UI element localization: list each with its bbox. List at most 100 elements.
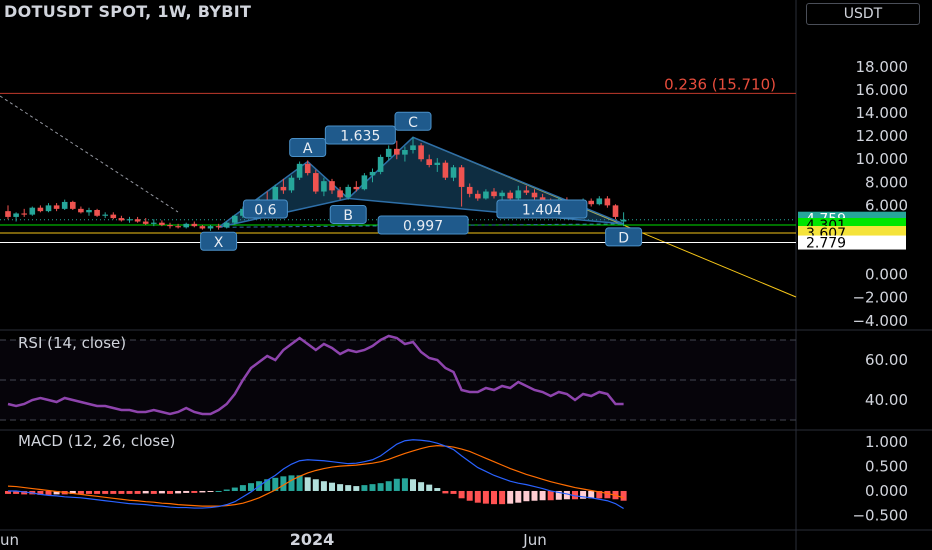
candle-body: [118, 218, 125, 221]
candle: [304, 160, 311, 176]
candle-body: [232, 215, 238, 223]
macd-histogram-bar: [377, 483, 384, 491]
rsi-band-fill: [0, 340, 796, 420]
pattern-xd-line: [218, 223, 624, 228]
ratio-label-xd-box: [377, 215, 469, 235]
candle-body: [604, 198, 611, 206]
candle-body: [321, 181, 327, 192]
candle-body: [13, 213, 19, 217]
time-axis-tick: 2024: [290, 530, 335, 549]
candle-body: [53, 205, 60, 209]
ratio-label-xb-box: [242, 199, 288, 219]
macd-axis-tick: 1.000: [865, 433, 908, 451]
candle-body: [507, 192, 513, 199]
macd-axis-tick: 0.000: [865, 482, 908, 500]
candle: [70, 200, 76, 210]
pattern-point-c: C: [408, 115, 418, 131]
candle: [475, 190, 481, 201]
candle-body: [151, 222, 157, 224]
candle: [466, 183, 473, 198]
candle-body: [491, 191, 497, 197]
candle: [199, 225, 206, 230]
macd-histogram-bar: [215, 490, 222, 492]
macd-histogram-bar: [531, 490, 538, 501]
price-axis-tick: 18.000: [856, 58, 909, 76]
candle-body: [61, 201, 68, 209]
candle-body: [313, 173, 319, 192]
macd-histogram-bar: [312, 479, 319, 491]
macd-axis-tick: 0.500: [865, 458, 908, 476]
candle-body: [288, 177, 295, 191]
macd-histogram-bar: [272, 477, 279, 491]
candle-body: [612, 205, 619, 217]
candle-body: [377, 156, 384, 172]
macd-histogram-bar: [572, 490, 578, 500]
candle-body: [70, 201, 76, 209]
macd-histogram-bar: [450, 490, 457, 494]
macd-histogram-bar: [410, 479, 416, 491]
dashed-trendline: [0, 95, 179, 213]
candle-body: [329, 181, 335, 191]
macd-histogram-bar: [353, 486, 360, 491]
macd-histogram-bar: [499, 490, 506, 505]
candle: [53, 203, 60, 212]
candle: [94, 208, 100, 217]
candle-body: [458, 167, 465, 187]
pattern-point-d: D: [618, 230, 629, 246]
candle: [159, 220, 165, 227]
currency-button[interactable]: USDT: [806, 3, 920, 25]
candle-body: [434, 162, 441, 165]
macd-histogram-bar: [442, 490, 449, 494]
pattern-point-x: X: [214, 235, 224, 251]
macd-histogram-bar: [207, 490, 214, 492]
candle: [296, 161, 303, 180]
candle: [142, 218, 149, 225]
macd-histogram-bar: [248, 483, 254, 491]
candle-body: [361, 175, 368, 190]
candle: [612, 204, 619, 220]
candle: [483, 189, 489, 200]
macd-histogram-bar: [458, 490, 465, 499]
macd-histogram-bar: [337, 484, 344, 491]
pattern-point-c-box: [394, 111, 432, 131]
macd-histogram-bar: [426, 484, 433, 491]
macd-histogram-bar: [45, 490, 52, 495]
macd-histogram-bar: [320, 481, 327, 491]
candle-body: [272, 186, 279, 205]
candle: [134, 216, 141, 223]
candle: [385, 145, 392, 161]
macd-histogram-bar: [418, 482, 425, 491]
candle: [232, 214, 238, 224]
candle-body: [21, 213, 27, 215]
candle: [191, 221, 198, 228]
rsi-pane-label: RSI (14, close): [18, 334, 127, 352]
candle: [337, 186, 343, 200]
candle-body: [223, 222, 230, 228]
candle: [442, 160, 449, 180]
macd-histogram-bar: [94, 490, 101, 494]
candle-body: [442, 162, 449, 178]
price-axis-tick: −4.000: [852, 312, 908, 330]
candle: [45, 203, 52, 213]
candle: [515, 185, 522, 200]
price-label-3: 2.779: [806, 236, 846, 252]
candle-body: [369, 171, 376, 176]
macd-histogram-bar: [37, 490, 44, 495]
candle: [13, 212, 19, 222]
candle: [491, 188, 497, 199]
candle: [450, 165, 457, 182]
macd-histogram-bar: [547, 490, 554, 501]
candle: [37, 205, 44, 213]
macd-histogram-bar: [296, 475, 303, 491]
price-label-box-3: [798, 235, 906, 250]
candle: [288, 175, 295, 193]
candle: [321, 177, 327, 197]
candle-body: [345, 186, 351, 198]
candle-body: [466, 186, 473, 194]
ratio-label-ac-box: [324, 125, 396, 145]
candle-body: [337, 190, 343, 198]
macd-pane-label: MACD (12, 26, close): [18, 432, 176, 450]
macd-axis-tick: −0.500: [852, 506, 908, 524]
candle: [175, 223, 181, 229]
